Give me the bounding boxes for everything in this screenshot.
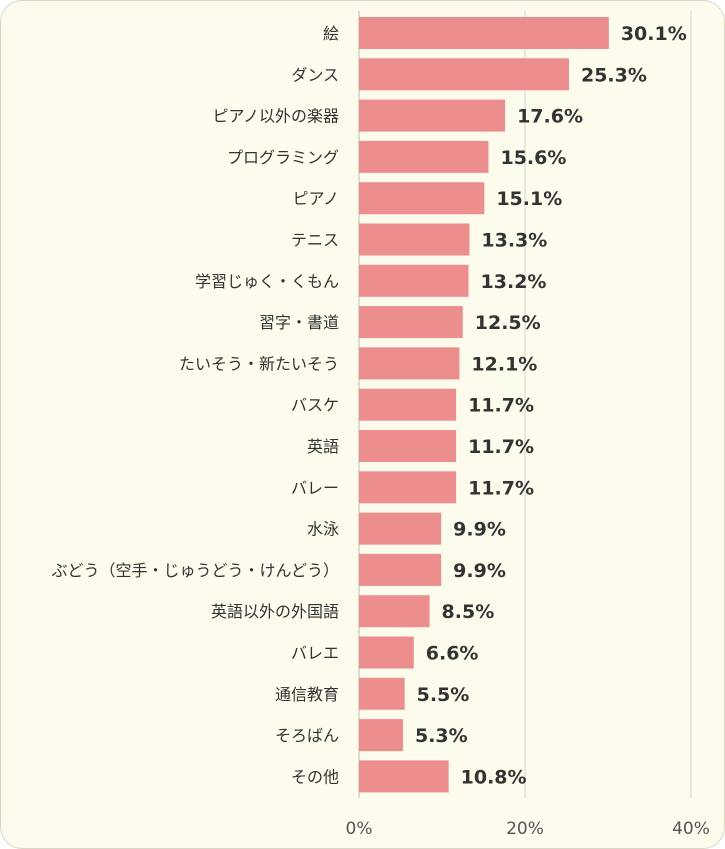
bar xyxy=(359,430,457,462)
category-label: 絵 xyxy=(323,24,339,43)
category-label: たいそう・新たいそう xyxy=(179,354,339,373)
bar xyxy=(359,677,405,710)
category-label: ダンス xyxy=(291,65,339,84)
bar xyxy=(359,223,470,256)
category-label: バレエ xyxy=(291,644,339,663)
category-label: ピアノ以外の楽器 xyxy=(212,107,339,126)
data-label: 13.3% xyxy=(481,230,547,252)
category-label: 水泳 xyxy=(307,520,339,539)
data-label: 30.1% xyxy=(621,23,687,45)
bar xyxy=(359,512,442,545)
bar xyxy=(359,17,609,49)
category-label: その他 xyxy=(291,767,339,786)
bar xyxy=(359,182,485,215)
data-label: 11.7% xyxy=(468,395,534,417)
bar xyxy=(359,636,414,669)
data-label: 5.3% xyxy=(415,725,468,747)
category-label: 英語 xyxy=(307,437,339,456)
x-tick-label: 0% xyxy=(346,819,373,839)
data-label: 12.1% xyxy=(471,353,537,375)
bar xyxy=(359,306,463,339)
bar xyxy=(359,99,506,132)
bar xyxy=(359,719,403,752)
bar xyxy=(359,264,469,297)
category-label: 英語以外の外国語 xyxy=(211,602,339,621)
category-label: プログラミング xyxy=(227,148,339,167)
bar xyxy=(359,140,489,173)
bar xyxy=(359,347,460,380)
bar xyxy=(359,471,457,504)
bar xyxy=(359,58,569,91)
category-label: ぶどう（空手・じゅうどう・けんどう） xyxy=(51,561,339,580)
category-label: テニス xyxy=(291,231,339,250)
category-label: バレー xyxy=(291,478,339,497)
category-label: ピアノ xyxy=(292,189,339,208)
category-label: 習字・書道 xyxy=(259,313,339,332)
bar xyxy=(359,388,457,421)
data-label: 8.5% xyxy=(442,601,495,623)
data-label: 6.6% xyxy=(426,643,479,665)
data-label: 9.9% xyxy=(453,560,506,582)
data-label: 15.6% xyxy=(500,147,566,169)
category-label: 通信教育 xyxy=(275,685,339,704)
bar xyxy=(359,595,430,628)
category-label: 学習じゅく・くもん xyxy=(195,272,339,291)
data-label: 13.2% xyxy=(481,271,547,293)
data-label: 11.7% xyxy=(468,477,534,499)
data-label: 11.7% xyxy=(468,436,534,458)
data-label: 12.5% xyxy=(475,312,541,334)
bar xyxy=(359,760,449,793)
category-label: そろばん xyxy=(275,726,339,745)
data-label: 25.3% xyxy=(581,64,647,86)
bar xyxy=(359,553,442,586)
data-label: 15.1% xyxy=(496,188,562,210)
category-label: バスケ xyxy=(291,396,339,415)
data-label: 17.6% xyxy=(517,106,583,128)
data-label: 10.8% xyxy=(461,766,527,788)
data-label: 9.9% xyxy=(453,519,506,541)
x-tick-label: 40% xyxy=(672,819,710,839)
data-label: 5.5% xyxy=(417,684,470,706)
x-tick-label: 20% xyxy=(506,819,544,839)
